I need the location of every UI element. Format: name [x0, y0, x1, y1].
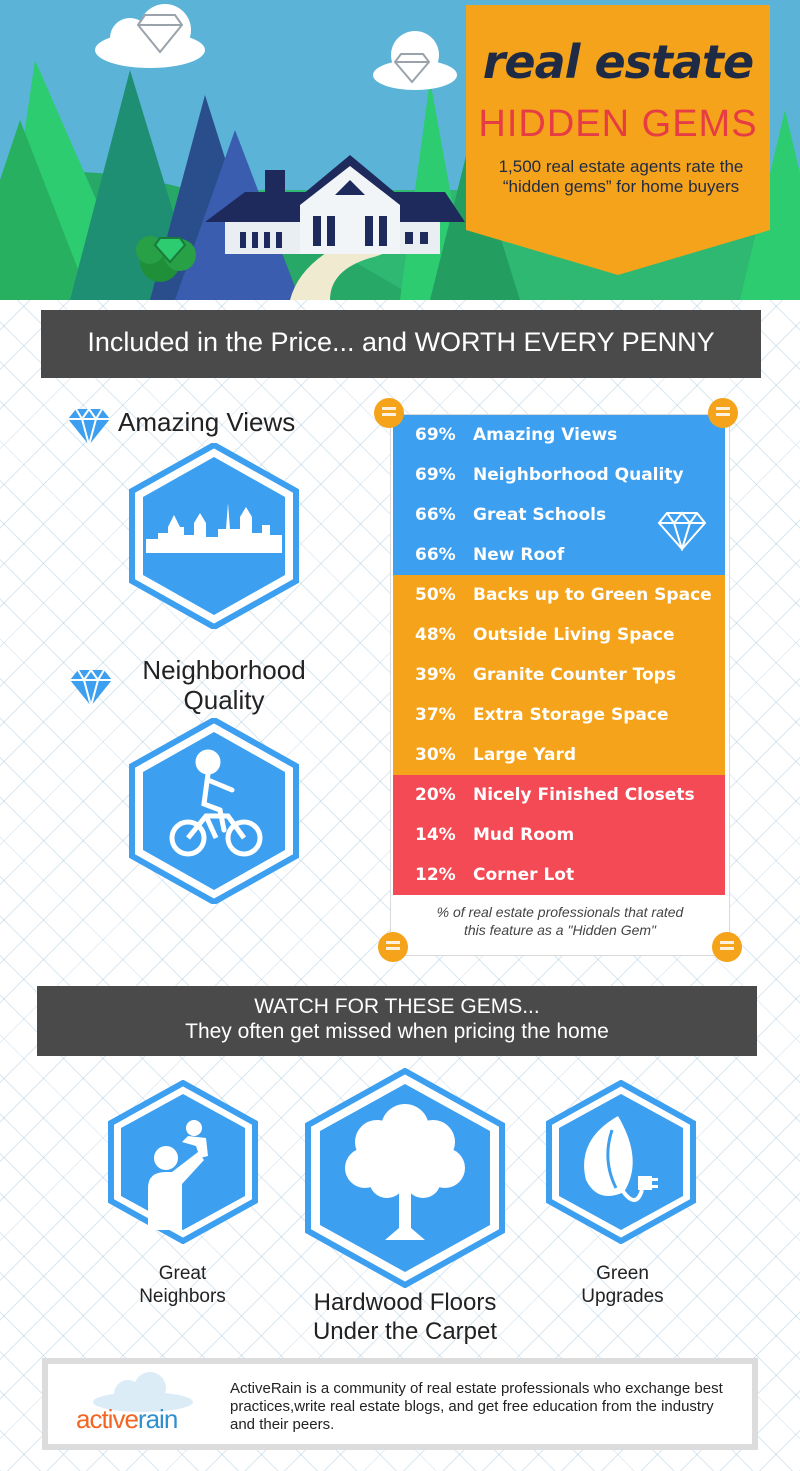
house-icon: [205, 155, 465, 254]
item-percent: 37%: [415, 705, 456, 725]
pin-icon: [712, 932, 742, 962]
gem-label-line: Under the Carpet: [312, 1318, 498, 1345]
page-title: real estate: [482, 35, 755, 89]
diamond-icon: [70, 668, 112, 708]
cloud-icon: [373, 31, 457, 90]
header-illustration: real estate HIDDEN GEMS 1,500 real estat…: [0, 0, 800, 300]
ranked-list-item: 12% Corner Lot: [393, 855, 725, 895]
item-label: Great Schools: [473, 505, 607, 525]
item-percent: 14%: [415, 825, 456, 845]
ranked-list-footnote: % of real estate professionals that rate…: [391, 903, 729, 939]
section-heading-watch: WATCH FOR THESE GEMS... They often get m…: [37, 986, 757, 1056]
ranked-list-item: 69% Amazing Views: [393, 415, 725, 455]
item-percent: 30%: [415, 745, 456, 765]
item-label: Extra Storage Space: [473, 705, 669, 725]
ranked-list-item: 14% Mud Room: [393, 815, 725, 855]
section-heading-text: They often get missed when pricing the h…: [185, 1020, 609, 1043]
item-label: Amazing Views: [473, 425, 618, 445]
hexagon-neighborhood: [129, 718, 299, 904]
logo-text-rain: rain: [137, 1404, 178, 1434]
item-percent: 48%: [415, 625, 456, 645]
item-percent: 69%: [415, 465, 456, 485]
ranked-list-item: 66% New Roof: [393, 535, 725, 575]
item-percent: 69%: [415, 425, 456, 445]
gem-label-line: Upgrades: [581, 1286, 664, 1307]
item-percent: 66%: [415, 545, 456, 565]
ranked-list-card: 69% Amazing Views 69% Neighborhood Quality 6…: [390, 414, 730, 956]
gem-label-line: Hardwood Floors: [313, 1289, 497, 1316]
hexagon-floors: [305, 1068, 505, 1288]
ranked-list-item: 69% Neighborhood Quality: [393, 455, 725, 495]
hexagon-neighbors: [108, 1080, 258, 1244]
item-label: Nicely Finished Closets: [473, 785, 695, 805]
gem-label-line: Great: [158, 1263, 207, 1284]
ranked-list-item: 37% Extra Storage Space: [393, 695, 725, 735]
gem-label-line: Green: [596, 1263, 649, 1284]
page-subtitle: HIDDEN GEMS: [478, 103, 758, 145]
item-label: Large Yard: [473, 745, 577, 765]
item-percent: 39%: [415, 665, 456, 685]
title-banner: [466, 5, 770, 275]
feature-title-neighborhood: Neighborhood Quality: [124, 655, 324, 715]
cloud-icon: [95, 4, 205, 68]
feature-title-line: Quality: [183, 685, 265, 715]
section-heading-text: Included in the Price... and WORTH EVERY…: [87, 327, 715, 357]
item-label: Neighborhood Quality: [473, 465, 684, 485]
parent-child-icon: [148, 1120, 208, 1230]
item-percent: 50%: [415, 585, 456, 605]
pin-icon: [708, 398, 738, 428]
diamond-icon: [68, 407, 110, 447]
gem-label-floors: Hardwood Floors Under the Carpet: [285, 1288, 525, 1346]
footnote-line: this feature as a "Hidden Gem": [463, 922, 657, 938]
item-percent: 12%: [415, 865, 456, 885]
item-percent: 20%: [415, 785, 456, 805]
item-label: Corner Lot: [473, 865, 575, 885]
gem-label-neighbors: Great Neighbors: [110, 1262, 255, 1308]
pin-icon: [374, 398, 404, 428]
section-heading-text: WATCH FOR THESE GEMS...: [254, 995, 540, 1018]
item-label: Backs up to Green Space: [473, 585, 712, 605]
ranked-list-item: 48% Outside Living Space: [393, 615, 725, 655]
footnote-line: % of real estate professionals that rate…: [436, 904, 684, 920]
cloud-icon: [93, 1372, 193, 1412]
logo-text-active: active: [76, 1404, 139, 1434]
item-label: Mud Room: [473, 825, 575, 845]
footer: activerain ActiveRain is a community of …: [42, 1358, 758, 1450]
feature-title-views: Amazing Views: [118, 407, 296, 437]
diamond-icon: [657, 511, 707, 551]
bush-gem-icon: [136, 236, 196, 282]
title-banner-text: real estate HIDDEN GEMS 1,500 real estat…: [466, 5, 770, 275]
page-description: 1,500 real estate agents rate the “hidde…: [498, 157, 744, 196]
ranked-list-item: 39% Granite Counter Tops: [393, 655, 725, 695]
landscape-scene: [0, 4, 800, 300]
pin-icon: [378, 932, 408, 962]
item-label: Outside Living Space: [473, 625, 675, 645]
skyline-icon: [146, 503, 282, 553]
tree-icon: [345, 1104, 465, 1240]
ranked-list-item: 66% Great Schools: [393, 495, 725, 535]
item-label: New Roof: [473, 545, 565, 565]
hexagon-views: [129, 443, 299, 629]
gem-label-green: Green Upgrades: [550, 1262, 695, 1308]
feature-title-line: Neighborhood: [142, 655, 306, 685]
child-on-bike-icon: [169, 749, 263, 857]
item-percent: 66%: [415, 505, 456, 525]
leaf-plug-icon: [584, 1116, 658, 1202]
item-label: Granite Counter Tops: [473, 665, 676, 685]
ranked-list-item: 30% Large Yard: [393, 735, 725, 775]
footer-description: ActiveRain is a community of real estate…: [230, 1380, 723, 1433]
ranked-list-item: 20% Nicely Finished Closets: [393, 775, 725, 815]
hexagon-green: [546, 1080, 696, 1244]
gem-label-line: Neighbors: [139, 1286, 226, 1307]
activerain-logo[interactable]: activerain: [76, 1404, 178, 1435]
ranked-list-item: 50% Backs up to Green Space: [393, 575, 725, 615]
section-heading-included: Included in the Price... and WORTH EVERY…: [41, 310, 761, 378]
